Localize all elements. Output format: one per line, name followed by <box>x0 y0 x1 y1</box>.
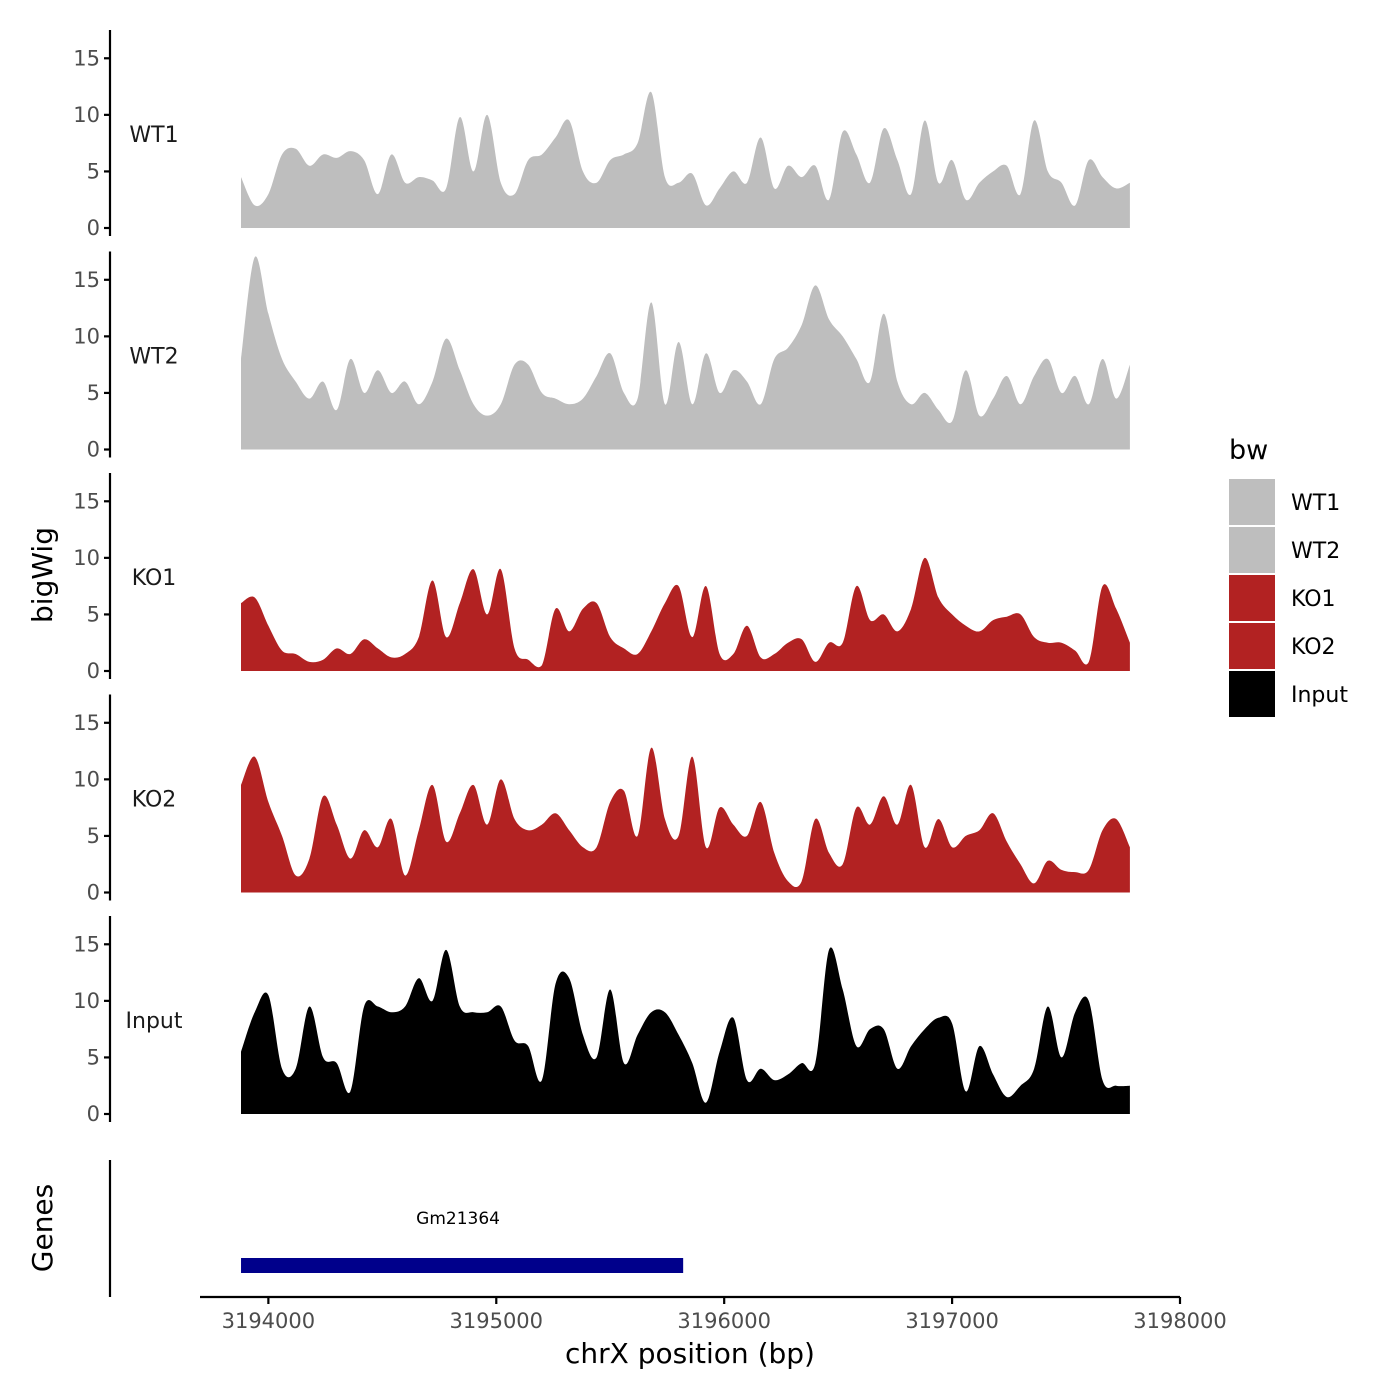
track-area-ko2 <box>241 747 1130 893</box>
track-ko2: 0 5 10 15 KO2 <box>73 694 1130 905</box>
y-tick-label: 10 <box>73 546 100 570</box>
y-tick-label: 15 <box>73 932 100 956</box>
track-label: KO1 <box>132 566 177 591</box>
y-tick-label: 15 <box>73 711 100 735</box>
x-tick-label: 3194000 <box>222 1309 316 1333</box>
y-tick-label: 0 <box>87 659 100 683</box>
track-label: WT1 <box>129 123 178 148</box>
y-tick-label: 15 <box>73 489 100 513</box>
gene-bar <box>241 1258 684 1273</box>
y-axis-title: bigWig <box>26 527 59 623</box>
track-area-ko1 <box>241 557 1130 671</box>
x-tick-label: 3196000 <box>677 1309 771 1333</box>
track-input: 0 5 10 15 Input <box>73 916 1130 1126</box>
legend-swatch <box>1229 575 1275 621</box>
y-tick-label: 0 <box>87 216 100 240</box>
y-tick-label: 10 <box>73 324 100 348</box>
legend-label: WT1 <box>1291 491 1340 516</box>
x-tick-label: 3197000 <box>905 1309 999 1333</box>
legend-swatch <box>1229 671 1275 717</box>
track-label: Input <box>126 1009 183 1034</box>
legend-swatch <box>1229 479 1275 525</box>
y-tick-label: 5 <box>87 381 100 405</box>
track-area-wt1 <box>241 91 1130 228</box>
y-tick-label: 5 <box>87 159 100 183</box>
y-tick-label: 5 <box>87 824 100 848</box>
legend-swatch <box>1229 623 1275 669</box>
y-tick-label: 15 <box>73 46 100 70</box>
track-area-wt2 <box>241 256 1130 450</box>
track-ko1: 0 5 10 15 KO1 <box>73 473 1130 683</box>
x-axis-title: chrX position (bp) <box>565 1337 815 1370</box>
y-tick-label: 15 <box>73 268 100 292</box>
legend-label: KO1 <box>1291 587 1336 612</box>
x-tick-label: 3198000 <box>1133 1309 1227 1333</box>
y-tick-label: 10 <box>73 767 100 791</box>
genes-panel: Gm21364 <box>108 1160 684 1297</box>
legend-swatch <box>1229 527 1275 573</box>
legend-label: Input <box>1291 683 1348 708</box>
track-wt2: 0 5 10 15 WT2 <box>73 251 1130 462</box>
legend-title: bw <box>1229 435 1268 466</box>
y-tick-label: 0 <box>87 881 100 905</box>
x-tick-label: 3195000 <box>450 1309 544 1333</box>
y-tick-label: 10 <box>73 103 100 127</box>
track-wt1: 0 5 10 15 WT1 <box>73 30 1130 240</box>
y-tick-label: 5 <box>87 1045 100 1069</box>
y-tick-label: 10 <box>73 989 100 1013</box>
track-label: KO2 <box>132 788 177 813</box>
genes-axis-title: Genes <box>26 1184 59 1272</box>
gene-label: Gm21364 <box>416 1209 500 1229</box>
track-area-input <box>241 947 1130 1114</box>
y-tick-label: 5 <box>87 602 100 626</box>
signal-tracks: 0 5 10 15 WT1 0 5 10 15 WT2 0 5 10 15 KO1 0 5 10 15 KO2 0 5 10… <box>73 30 1130 1126</box>
track-label: WT2 <box>129 345 178 370</box>
y-tick-label: 0 <box>87 438 100 462</box>
legend-label: KO2 <box>1291 635 1336 660</box>
legend: bw WT1 WT2 KO1 KO2 Input <box>1229 435 1348 717</box>
legend-label: WT2 <box>1291 539 1340 564</box>
y-tick-label: 0 <box>87 1102 100 1126</box>
x-axis: 3194000 3195000 3196000 3197000 3198000 <box>200 1295 1227 1333</box>
